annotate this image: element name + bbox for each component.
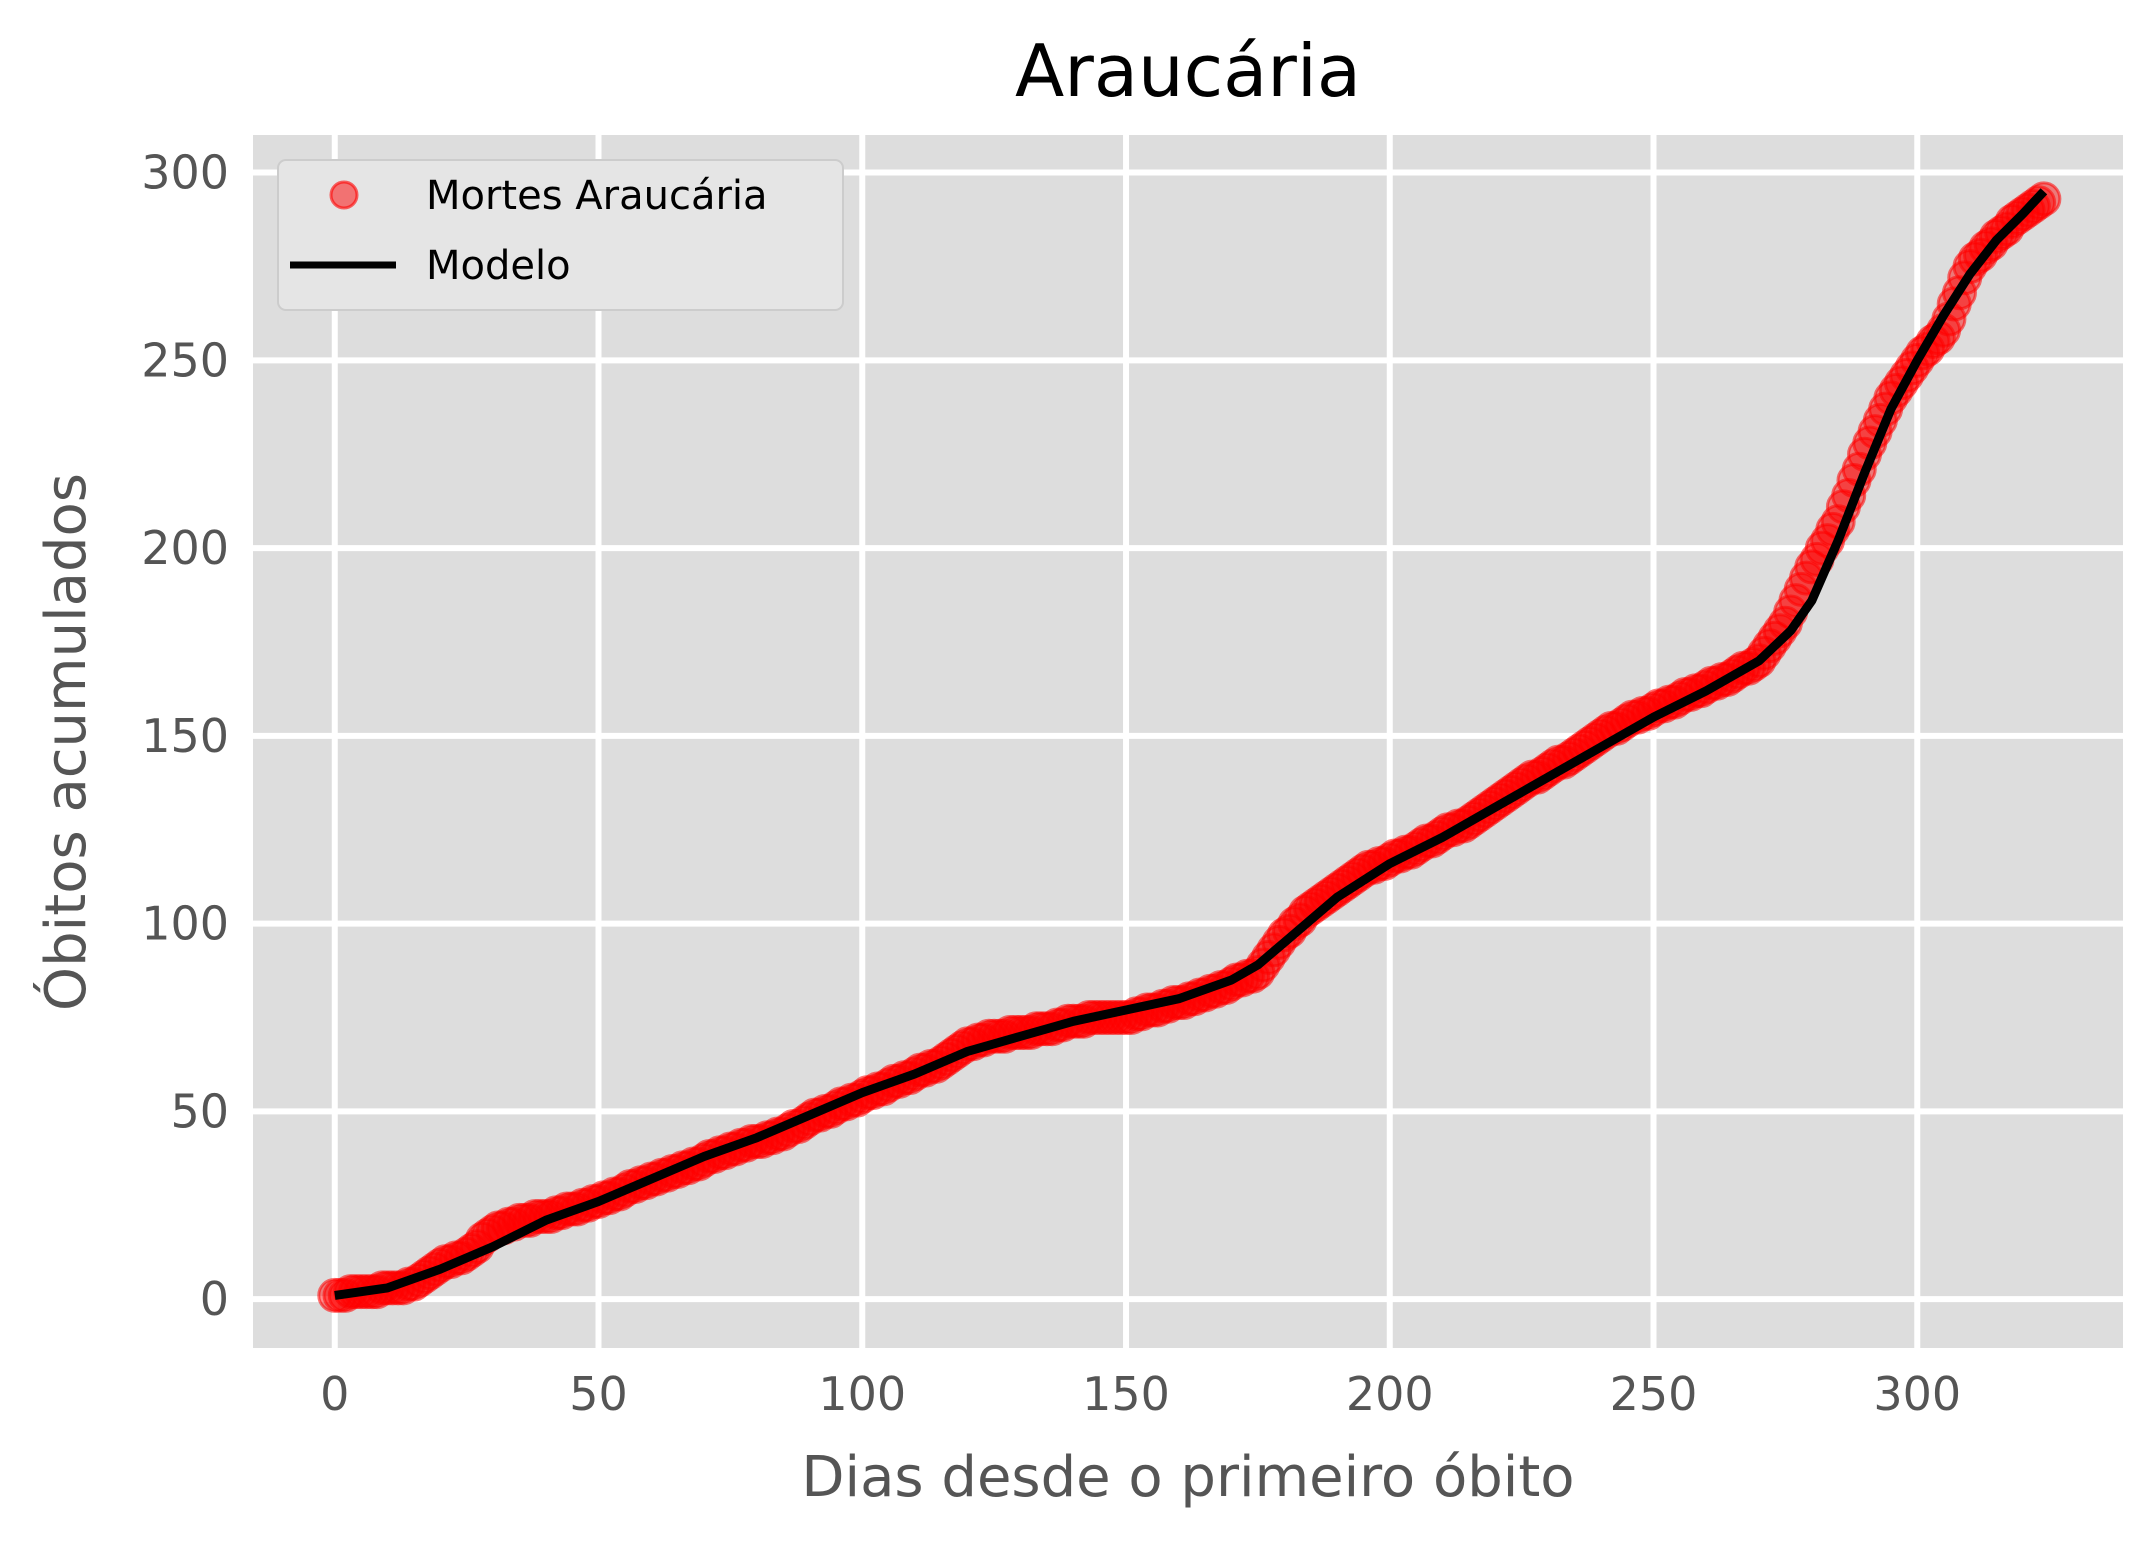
y-tick-labels: 0 50 100 150 200 250 300 [141, 146, 229, 1327]
y-axis-label: Óbitos acumulados [34, 473, 99, 1011]
legend-label-mortes: Mortes Araucária [426, 173, 768, 219]
data-point [2026, 181, 2062, 217]
plot-background [253, 135, 2123, 1348]
model-line [334, 188, 2048, 1300]
y-tick-label: 250 [141, 333, 229, 387]
y-tick-label: 150 [141, 709, 229, 763]
x-axis-label: Dias desde o primeiro óbito [801, 1445, 1574, 1510]
y-tick-label: 300 [141, 146, 229, 200]
x-tick-labels: 0 50 100 150 200 250 300 [320, 1367, 1961, 1421]
legend: Mortes Araucária Modelo [277, 159, 844, 311]
x-tick-label: 100 [818, 1367, 906, 1421]
x-tick-label: 200 [1346, 1367, 1434, 1421]
y-tick-label: 100 [141, 897, 229, 951]
x-tick-label: 150 [1082, 1367, 1170, 1421]
x-tick-label: 50 [569, 1367, 628, 1421]
y-tick-label: 200 [141, 521, 229, 575]
legend-label-modelo: Modelo [426, 243, 571, 289]
grid [253, 135, 2123, 1348]
legend-marker-mortes [329, 180, 359, 210]
legend-box [277, 159, 844, 311]
x-tick-label: 300 [1873, 1367, 1961, 1421]
y-tick-label: 50 [170, 1084, 229, 1138]
x-tick-label: 0 [320, 1367, 349, 1421]
y-tick-label: 0 [200, 1272, 229, 1326]
x-tick-label: 250 [1610, 1367, 1698, 1421]
chart-title: Araucária [1015, 29, 1361, 113]
